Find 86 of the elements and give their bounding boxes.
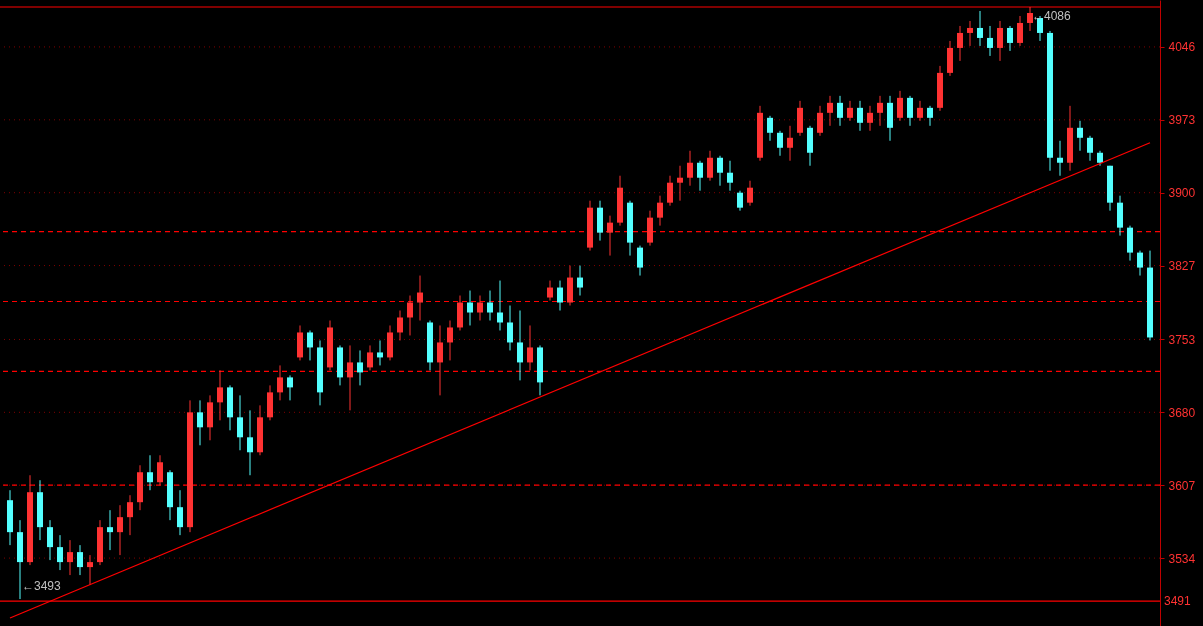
candlestick xyxy=(737,190,743,212)
candlestick xyxy=(917,100,923,122)
candlestick xyxy=(787,125,793,162)
candlestick xyxy=(717,155,723,187)
candlestick xyxy=(577,265,583,297)
candlestick xyxy=(247,409,253,476)
candlestick xyxy=(1077,120,1083,152)
candlestick xyxy=(87,554,93,586)
candlestick xyxy=(1087,135,1093,162)
candlestick xyxy=(507,305,513,351)
candlestick xyxy=(157,454,163,486)
candlestick xyxy=(987,25,993,57)
candlestick xyxy=(977,10,983,47)
candlestick xyxy=(967,20,973,47)
candlestick xyxy=(867,105,873,132)
ref-line-label: 3491 xyxy=(1164,594,1192,609)
candlestick xyxy=(287,374,293,401)
candlestick xyxy=(77,544,83,576)
candlestick xyxy=(637,245,643,277)
candlestick xyxy=(707,150,713,182)
candlestick xyxy=(697,160,703,192)
candlestick xyxy=(557,280,563,311)
candlestick xyxy=(667,175,673,207)
candlestick xyxy=(927,105,933,127)
candlestick xyxy=(1137,250,1143,277)
y-tick-label: 3607 xyxy=(1168,478,1196,493)
candlestick xyxy=(307,329,313,361)
candlestick xyxy=(127,494,133,536)
candlestick xyxy=(1057,140,1063,177)
candlestick xyxy=(487,290,493,321)
y-tick-label: 3534 xyxy=(1168,551,1196,566)
candlestick xyxy=(957,25,963,62)
annotation: ←3493 xyxy=(22,579,62,594)
candlestick xyxy=(357,349,363,386)
candlestick xyxy=(777,130,783,157)
y-tick-label: 4046 xyxy=(1168,40,1196,55)
candlestick xyxy=(107,509,113,551)
candlestick xyxy=(677,165,683,202)
candlestick xyxy=(117,504,123,556)
candlestick xyxy=(747,180,753,207)
candlestick xyxy=(1017,15,1023,47)
candlestick xyxy=(277,364,283,401)
candlestick xyxy=(407,295,413,336)
candlestick xyxy=(67,539,73,576)
candlestick xyxy=(437,324,443,396)
candlestick xyxy=(527,324,533,371)
candlestick xyxy=(347,344,353,411)
y-tick-label: 3900 xyxy=(1168,186,1196,201)
candlestick xyxy=(877,95,883,127)
candlestick xyxy=(767,115,773,142)
annotation: ←4086 xyxy=(1032,8,1072,23)
candlestick xyxy=(1027,6,1033,32)
candlestick xyxy=(547,280,553,302)
candlestick xyxy=(907,95,913,127)
candlestick xyxy=(897,90,903,122)
candlestick xyxy=(827,95,833,127)
candlestick xyxy=(857,100,863,132)
candlestick xyxy=(517,310,523,381)
candlestick xyxy=(467,290,473,326)
candlestick xyxy=(1007,25,1013,52)
candlestick xyxy=(727,160,733,192)
candlestick xyxy=(147,454,153,491)
candlestick xyxy=(237,394,243,451)
candlestick xyxy=(417,275,423,321)
candlestick xyxy=(997,20,1003,62)
y-tick-label: 3753 xyxy=(1168,332,1196,347)
candlestick xyxy=(657,195,663,227)
candlestick xyxy=(447,319,453,361)
candlestick xyxy=(847,100,853,122)
y-tick-label: 3973 xyxy=(1168,113,1196,128)
candlestick xyxy=(57,534,63,571)
candlestick xyxy=(817,105,823,137)
candlestick xyxy=(837,95,843,127)
candlestick xyxy=(497,280,503,331)
candlestick xyxy=(397,310,403,341)
y-tick-label: 3827 xyxy=(1168,259,1196,274)
candlestick xyxy=(377,339,383,366)
candlestick xyxy=(687,150,693,187)
candlestick xyxy=(197,399,203,446)
candlestick xyxy=(47,519,53,561)
candlestick xyxy=(607,215,613,257)
y-tick-label: 3680 xyxy=(1168,405,1196,420)
candlestick xyxy=(217,369,223,421)
candlestick xyxy=(177,489,183,536)
candlestick xyxy=(477,295,483,321)
candlestick xyxy=(367,344,373,371)
